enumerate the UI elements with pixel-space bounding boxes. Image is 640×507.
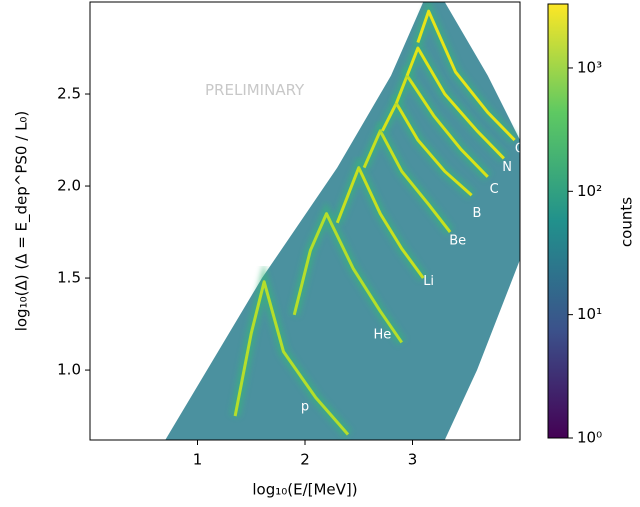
- x-axis-label: log₁₀(E/[MeV]): [252, 481, 357, 499]
- ridge-line: [362, 129, 452, 233]
- annotation: p: [301, 399, 309, 414]
- ridge-line: [405, 46, 505, 160]
- colorbar-tick-label: 10⁰: [577, 429, 602, 447]
- colorbar-tick-label: 10³: [577, 58, 602, 76]
- colorbar-tick-label: 10¹: [577, 305, 602, 323]
- ridge-line: [416, 9, 516, 142]
- y-tick-label: 1.5: [57, 269, 81, 287]
- annotation: C: [490, 182, 499, 197]
- x-tick-label: 2: [300, 451, 310, 469]
- colorbar: [547, 3, 569, 439]
- y-tick-label: 1.0: [57, 361, 81, 379]
- ridge-line: [233, 280, 350, 436]
- ridge-line: [335, 166, 425, 279]
- y-tick-label: 2.5: [57, 85, 81, 103]
- annotation: Li: [423, 274, 434, 289]
- colorbar-tick-label: 10²: [577, 182, 602, 200]
- colorbar-label: counts: [618, 197, 636, 247]
- annotation: B: [473, 206, 482, 221]
- y-axis-label: log₁₀(Δ) (Δ = E_dep^PS0 / L₀): [13, 111, 32, 332]
- plot-area: [165, 2, 520, 440]
- x-tick-label: 1: [193, 451, 203, 469]
- annotation: N: [502, 160, 512, 175]
- watermark: PRELIMINARY: [205, 81, 305, 99]
- annotation: Be: [449, 234, 466, 249]
- ridge-line: [381, 101, 473, 197]
- annotation: He: [374, 328, 392, 343]
- y-tick-label: 2.0: [57, 177, 81, 195]
- ridge-line: [394, 74, 489, 178]
- ridge-line: [292, 212, 403, 344]
- x-tick-label: 3: [408, 451, 418, 469]
